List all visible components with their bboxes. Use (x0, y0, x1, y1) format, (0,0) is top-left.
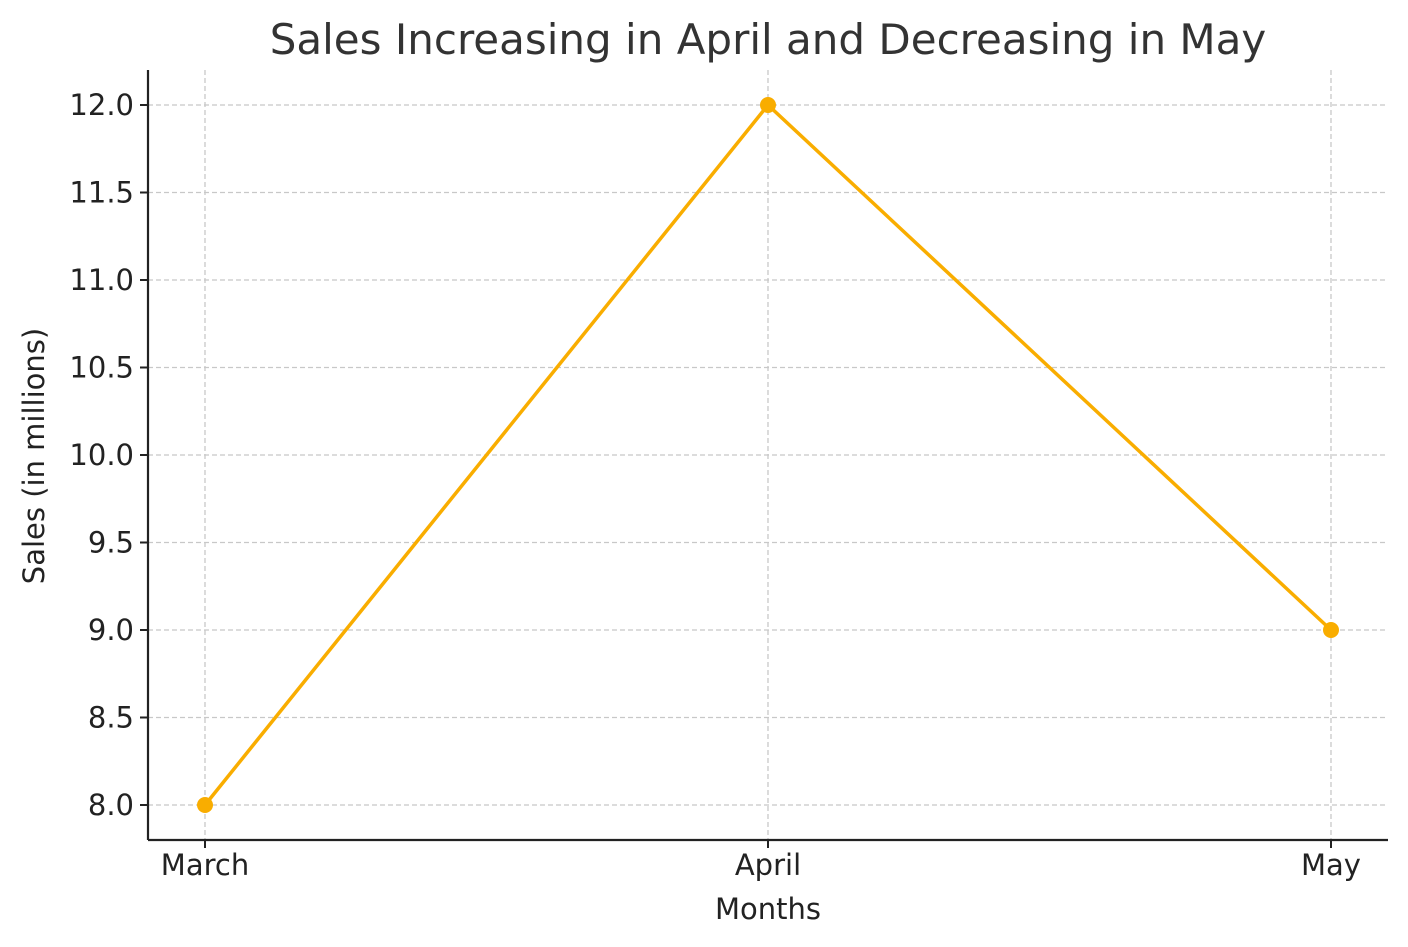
x-axis-label: Months (715, 892, 821, 926)
x-tick-label: May (1301, 848, 1361, 882)
grid-lines (148, 70, 1388, 840)
y-tick-label: 10.5 (69, 351, 134, 385)
x-tick-label: April (735, 848, 801, 882)
y-tick-label: 8.5 (88, 701, 134, 735)
y-tick-label: 8.0 (88, 788, 134, 822)
data-series (197, 97, 1339, 813)
y-tick-label: 9.5 (88, 526, 134, 560)
x-axis-ticks: March April May (161, 840, 1361, 882)
data-point (1323, 622, 1339, 638)
y-tick-label: 10.0 (69, 438, 134, 472)
data-point (760, 97, 776, 113)
data-point (197, 797, 213, 813)
x-tick-label: March (161, 848, 249, 882)
y-tick-label: 9.0 (88, 613, 134, 647)
y-axis-ticks: 8.0 8.5 9.0 9.5 10.0 10.5 11.0 11.5 12.0 (69, 88, 148, 822)
y-axis-label: Sales (in millions) (17, 328, 51, 584)
y-tick-label: 11.5 (69, 176, 134, 210)
y-tick-label: 11.0 (69, 263, 134, 297)
chart-title: Sales Increasing in April and Decreasing… (270, 15, 1267, 64)
y-tick-label: 12.0 (69, 88, 134, 122)
